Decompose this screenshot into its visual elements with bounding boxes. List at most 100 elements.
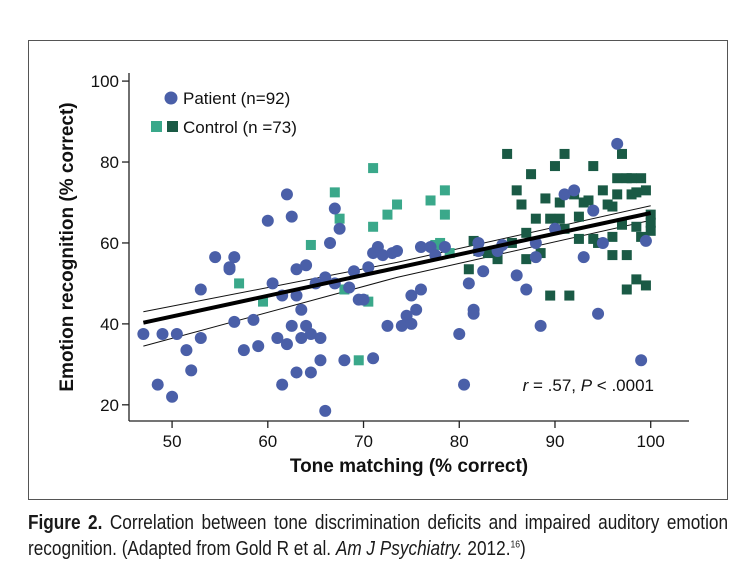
control-point	[636, 231, 647, 242]
patient-point	[237, 344, 250, 357]
patient-point	[477, 265, 490, 278]
control-point	[530, 213, 541, 224]
patient-point	[414, 283, 427, 296]
control-point	[626, 173, 637, 184]
control-point	[640, 185, 651, 196]
patient-point	[252, 340, 265, 353]
patient-point	[520, 283, 533, 296]
patient-point	[166, 390, 179, 403]
patient-point	[357, 293, 370, 306]
patient-point	[151, 378, 164, 391]
patient-point	[467, 307, 480, 320]
patient-point	[290, 289, 303, 302]
patient-point	[228, 251, 241, 264]
control-point	[554, 213, 565, 224]
patient-point	[347, 265, 360, 278]
control-point	[545, 290, 556, 301]
control-point	[482, 248, 493, 259]
patient-point	[295, 303, 308, 316]
caption-close: )	[520, 538, 526, 560]
legend-control-marker-dark	[167, 121, 178, 132]
patient-point	[362, 261, 375, 274]
control-point	[234, 278, 245, 289]
patient-point	[319, 271, 332, 284]
y-tick-label: 40	[100, 315, 119, 334]
patient-point	[209, 251, 222, 264]
patient-point	[438, 241, 451, 253]
patient-point	[376, 249, 389, 262]
control-point	[583, 195, 594, 206]
control-point	[463, 264, 474, 275]
control-point	[559, 148, 570, 159]
control-point	[258, 296, 269, 307]
patient-point	[185, 364, 198, 377]
control-point	[425, 195, 436, 206]
control-point	[621, 250, 632, 261]
patient-point	[410, 303, 423, 316]
patient-point	[587, 204, 600, 217]
patient-point	[596, 236, 609, 249]
caption-ref: 16	[510, 539, 521, 551]
patient-point	[534, 319, 547, 332]
x-tick-label: 90	[546, 432, 565, 451]
patient-point	[343, 281, 356, 294]
control-point	[597, 185, 608, 196]
patient-point	[137, 328, 150, 340]
legend: Patient (n=92) Control (n =73)	[151, 89, 297, 137]
control-point	[353, 355, 364, 366]
control-point	[588, 233, 599, 244]
control-point	[329, 187, 340, 198]
patient-point	[314, 354, 327, 367]
patient-point	[290, 263, 303, 276]
control-point	[640, 280, 651, 291]
control-point	[616, 219, 627, 230]
patient-point	[395, 319, 408, 332]
control-point	[382, 209, 393, 220]
patient-point	[170, 328, 183, 340]
control-point	[559, 223, 570, 234]
patient-point	[458, 378, 471, 391]
patient-point	[228, 315, 241, 328]
patient-point	[223, 263, 236, 276]
patient-point	[247, 313, 260, 326]
caption-text: Correlation between tone discrimination …	[28, 512, 729, 560]
patient-point	[328, 202, 341, 215]
scatter-chart: 20 40 60 80 100 50 60 70 80 90 100 Tone matching (%…	[57, 72, 689, 477]
patient-point	[338, 354, 351, 367]
y-tick-label: 100	[91, 72, 119, 91]
patient-point	[180, 344, 193, 357]
axes: 20 40 60 80 100 50 60 70 80 90 100 Tone matching (%…	[57, 72, 689, 477]
caption-label: Figure 2.	[28, 512, 103, 534]
patient-point	[300, 259, 313, 272]
control-point	[526, 169, 537, 180]
control-point	[645, 225, 656, 236]
control-point	[516, 199, 527, 210]
patient-point	[611, 137, 624, 150]
patient-point	[592, 307, 605, 320]
patient-point	[324, 236, 337, 249]
annotation-p: P	[581, 376, 593, 395]
control-point	[368, 163, 379, 174]
control-point	[305, 239, 316, 250]
control-point	[612, 173, 623, 184]
patient-point	[558, 188, 571, 201]
control-point	[492, 254, 503, 265]
control-point	[439, 209, 450, 220]
patient-point	[285, 319, 298, 332]
control-point	[535, 248, 546, 259]
annotation-p-value: < .0001	[592, 376, 654, 395]
x-tick-label: 100	[637, 432, 665, 451]
control-point	[616, 148, 627, 159]
patient-point	[266, 277, 279, 290]
caption-journal: Am J Psychiatry.	[335, 538, 463, 560]
y-tick-label: 80	[100, 153, 119, 172]
data-points	[137, 137, 656, 417]
patient-point	[271, 332, 284, 345]
legend-patient-marker	[164, 91, 178, 105]
control-point	[588, 161, 599, 172]
patient-point	[280, 188, 293, 201]
patient-point	[194, 332, 207, 345]
control-point	[392, 199, 403, 210]
legend-control-label: Control (n =73)	[183, 118, 297, 137]
patient-point	[280, 338, 293, 351]
